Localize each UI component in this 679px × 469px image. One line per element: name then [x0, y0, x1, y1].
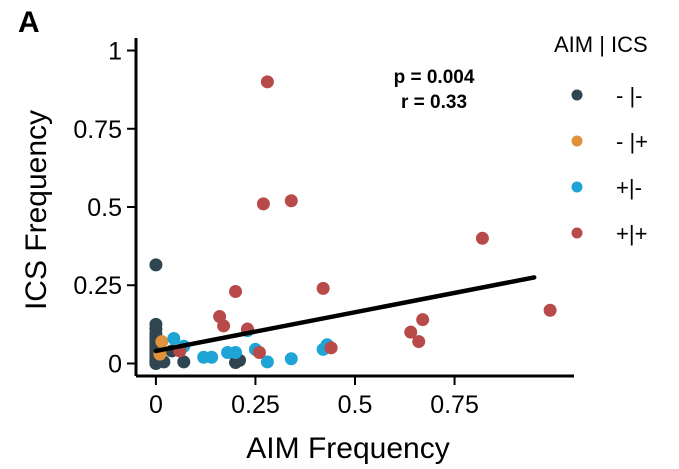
regression-line	[153, 275, 537, 354]
y-tick-label: 0	[108, 350, 122, 378]
data-point	[252, 346, 266, 360]
data-point	[229, 285, 243, 298]
data-point	[416, 313, 430, 327]
data-point	[177, 355, 191, 369]
y-axis-label: ICS Frequency	[20, 110, 53, 310]
y-tick-label: 0.25	[73, 272, 122, 300]
x-tick-label: 0.25	[231, 391, 280, 419]
data-point	[316, 281, 330, 295]
y-tick-label: 1	[108, 38, 122, 66]
data-point	[155, 335, 169, 349]
legend-label: - |+	[616, 129, 648, 154]
x-tick-label: 0.75	[430, 391, 479, 419]
p-value-annotation: p = 0.004	[394, 67, 475, 88]
data-point	[324, 341, 338, 355]
data-point	[543, 303, 557, 317]
data-point	[475, 231, 489, 245]
data-point	[404, 325, 418, 339]
legend-title: AIM | ICS	[554, 32, 648, 57]
data-point	[260, 355, 274, 369]
legend-swatch	[571, 181, 583, 193]
legend-swatch	[571, 227, 583, 239]
legend-label: - |-	[616, 83, 642, 108]
legend-label: +|-	[616, 175, 642, 200]
data-point	[412, 335, 426, 349]
legend-swatch	[571, 135, 583, 147]
x-axis-label: AIM Frequency	[246, 432, 449, 465]
data-point	[229, 346, 243, 360]
data-point	[205, 350, 219, 364]
data-point	[256, 197, 270, 211]
legend: AIM | ICS - |- - |+ +|- +|+	[554, 32, 648, 246]
data-point	[217, 319, 231, 333]
x-tick-label: 0	[149, 391, 163, 419]
data-point	[149, 258, 163, 272]
legend-swatch	[571, 89, 583, 101]
data-point	[167, 331, 181, 345]
r-value-annotation: r = 0.33	[401, 92, 467, 113]
data-point	[284, 352, 298, 366]
y-tick-label: 0.5	[87, 194, 122, 222]
y-tick-label: 0.75	[73, 116, 122, 144]
panel-label: A	[18, 6, 40, 39]
legend-label: +|+	[616, 221, 647, 246]
plot-area: 0 0.25 0.5 0.75 1 0 0.25 0.5 0.75	[73, 38, 574, 419]
data-point	[284, 194, 298, 208]
data-point	[260, 75, 274, 89]
x-tick-label: 0.5	[338, 391, 373, 419]
